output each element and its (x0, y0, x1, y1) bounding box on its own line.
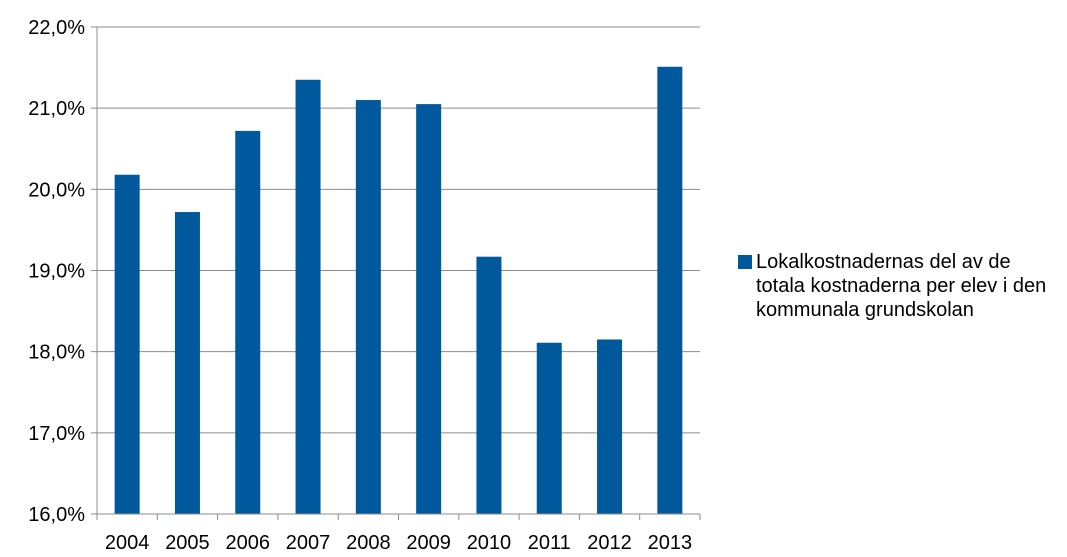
bars (114, 66, 683, 515)
bar (295, 79, 321, 514)
x-tick-label: 2006 (226, 532, 271, 552)
y-tick-label: 21,0% (28, 98, 85, 120)
y-tick-label: 16,0% (28, 504, 85, 526)
x-tick-label: 2005 (165, 532, 210, 552)
bar (174, 212, 200, 514)
legend-swatch (738, 255, 752, 269)
y-tick-label: 19,0% (28, 261, 85, 283)
bar (235, 130, 261, 515)
y-tick-label: 20,0% (28, 179, 85, 201)
y-tick-label: 18,0% (28, 342, 85, 364)
x-tick-label: 2004 (105, 532, 150, 552)
x-tick-label: 2008 (346, 532, 391, 552)
bar (657, 66, 683, 514)
legend: Lokalkostnadernas del av de totala kostn… (738, 250, 1058, 322)
tick-labels: 16,0% 17,0% 18,0% 19,0% 20,0% 21,0% 22,0% 2004 2… (28, 17, 693, 554)
x-tick-label: 2009 (406, 532, 451, 552)
x-tick-label: 2010 (467, 532, 512, 552)
x-tick-label: 2011 (528, 532, 571, 552)
x-tick-label: 2013 (648, 532, 693, 552)
bar (597, 339, 623, 514)
axes (91, 26, 701, 520)
bar (355, 100, 381, 515)
y-tick-label: 17,0% (28, 423, 85, 445)
legend-label: Lokalkostnadernas del av de totala kostn… (756, 251, 1047, 321)
bar (536, 342, 562, 514)
x-tick-label: 2007 (286, 532, 331, 552)
bar (114, 174, 140, 514)
x-tick-label: 2012 (587, 532, 632, 552)
bar (416, 104, 442, 514)
y-tick-label: 22,0% (28, 17, 85, 39)
bar (476, 256, 502, 514)
